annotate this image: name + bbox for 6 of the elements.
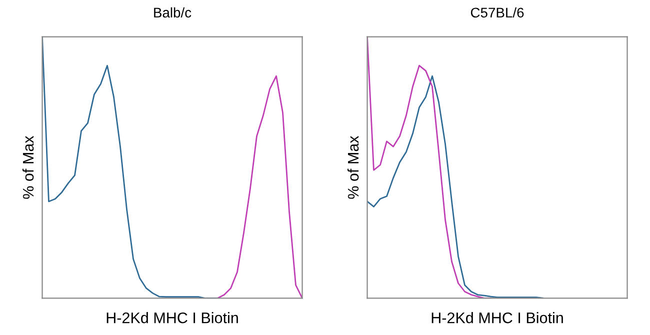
- y-axis-title: % of Max: [347, 136, 359, 199]
- chart-title: Balb/c: [154, 7, 192, 18]
- x-axis-title: H-2Kd MHC I Biotin: [106, 312, 238, 324]
- x-axis-title: H-2Kd MHC I Biotin: [432, 312, 563, 324]
- y-axis-title: % of Max: [22, 136, 34, 199]
- chart-title: C57BL/6: [470, 7, 524, 18]
